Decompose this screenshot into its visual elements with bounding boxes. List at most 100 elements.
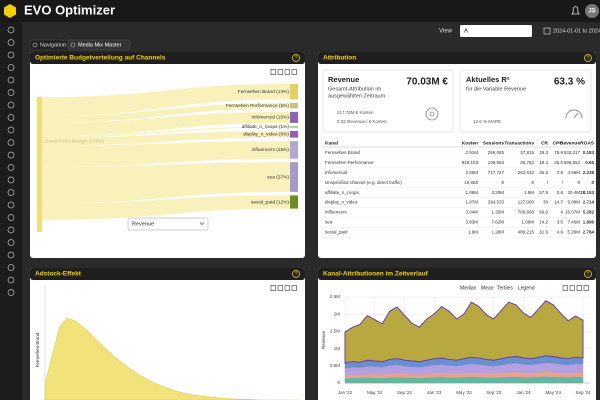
help-icon[interactable] <box>292 54 300 62</box>
sankey-target-node <box>290 102 298 109</box>
table-header: Transactions <box>504 140 534 146</box>
sankey-source-node <box>37 97 42 232</box>
calendar-icon[interactable] <box>543 27 551 35</box>
toolbar-icon[interactable] <box>562 285 568 291</box>
table-cell: sea <box>325 219 333 224</box>
x-tick-label: Sep '22 <box>397 390 413 395</box>
sidebar-icon[interactable] <box>7 126 15 134</box>
table-header: CPO <box>553 140 564 146</box>
card-detail: 12.6 % MAPE <box>473 119 501 124</box>
panel-header <box>318 52 596 64</box>
table-cell: 0 <box>531 180 534 185</box>
toolbar-icon[interactable] <box>291 285 297 291</box>
sidebar-icon[interactable] <box>7 164 15 171</box>
gauge-icon <box>565 109 583 119</box>
sidebar-icon[interactable] <box>7 264 15 271</box>
sidebar-icon[interactable] <box>7 51 15 59</box>
sankey-target-node <box>290 84 298 100</box>
toolbar-icon[interactable] <box>284 69 290 75</box>
table-cell: 18.4 <box>539 160 548 165</box>
table-cell: 7.62M <box>491 219 504 224</box>
sidebar-icon[interactable] <box>7 251 15 259</box>
table-cell: 1.9M <box>468 229 478 234</box>
app-title: EVO Optimizer <box>24 2 115 17</box>
select-value[interactable]: Revenue <box>132 221 154 227</box>
toolbar-icon[interactable] <box>569 285 575 291</box>
toolbar-icon[interactable] <box>277 69 283 75</box>
metric-select[interactable] <box>127 217 209 231</box>
tab[interactable] <box>29 39 65 51</box>
sidebar-icon[interactable] <box>7 276 15 284</box>
toolbar-icon[interactable] <box>277 285 283 291</box>
sidebar-icon[interactable] <box>7 39 15 46</box>
sidebar-icon[interactable] <box>7 176 15 184</box>
sidebar-icon[interactable] <box>7 151 15 159</box>
toolbar-icon[interactable] <box>270 69 276 75</box>
toolbar-icon[interactable] <box>270 285 276 291</box>
x-tick-label: May '23 <box>456 390 472 395</box>
table-cell: social_paid <box>325 229 348 234</box>
sidebar <box>0 22 22 400</box>
panel-header <box>318 268 596 280</box>
card-title: Aktuelles R² <box>466 75 510 84</box>
help-icon[interactable] <box>584 270 592 278</box>
bell-icon[interactable] <box>571 6 580 15</box>
view-select[interactable] <box>460 25 532 37</box>
sidebar-icon[interactable] <box>7 64 15 71</box>
help-icon[interactable] <box>584 54 592 62</box>
sankey-target-node <box>290 162 298 192</box>
sidebar-icon[interactable] <box>7 139 15 146</box>
logo <box>4 4 16 18</box>
sankey-target-node <box>290 111 298 123</box>
sidebar-icon[interactable] <box>7 289 15 296</box>
sidebar-icon[interactable] <box>7 89 15 96</box>
chart-control[interactable]: Median <box>460 285 477 291</box>
adstock-area <box>44 317 261 400</box>
x-tick-label: Jan '24 <box>516 390 531 395</box>
tab-active[interactable] <box>67 39 131 51</box>
sankey-target-node <box>290 131 298 138</box>
y-tick-label: 2M <box>334 311 341 316</box>
toolbar-icon[interactable] <box>291 69 297 75</box>
sankey-flow <box>42 111 290 137</box>
panel-header <box>30 52 305 64</box>
help-icon[interactable] <box>292 270 300 278</box>
table-cell: 2.91M <box>465 150 478 155</box>
y-tick-label: 0.5M <box>330 363 340 368</box>
toolbar-icon[interactable] <box>583 285 589 291</box>
toolbar-icon[interactable] <box>576 285 582 291</box>
toolbar-icon[interactable] <box>284 285 290 291</box>
sidebar-icon[interactable] <box>7 226 15 234</box>
sidebar-icon[interactable] <box>7 201 15 209</box>
table-cell: 3.04M <box>465 210 478 215</box>
user-initials[interactable]: JS <box>588 9 595 15</box>
tab-label[interactable]: Navigation <box>40 42 66 48</box>
sankey-flow <box>42 131 290 146</box>
table-cell: 0 <box>577 180 580 185</box>
table-cell: 4.6 <box>557 229 564 234</box>
table-header: Sessions <box>483 140 504 146</box>
sidebar-icon[interactable] <box>7 26 15 34</box>
table-cell: 918,103 <box>462 160 479 165</box>
table-cell: 7.46M <box>567 219 580 224</box>
chart-control[interactable]: Legend <box>518 285 535 291</box>
table-header: Kanal <box>325 140 338 146</box>
avatar[interactable] <box>585 4 599 18</box>
table-cell: 4.59M <box>567 170 580 175</box>
date-range[interactable]: 2024-01-01 to 2024-09-30 <box>553 28 600 34</box>
table-cell: 296,085 <box>488 150 505 155</box>
sidebar-icon[interactable] <box>7 76 15 84</box>
sidebar-icon[interactable] <box>7 214 15 221</box>
table-header: Revenue <box>560 140 580 146</box>
sidebar-icon[interactable] <box>7 189 15 196</box>
sidebar-icon[interactable] <box>7 101 15 109</box>
chart-control[interactable]: Mean <box>481 285 494 291</box>
sidebar-icon[interactable] <box>7 114 15 121</box>
chart-control[interactable]: Tertiles <box>497 285 513 291</box>
sankey-target-node <box>290 141 298 159</box>
sidebar-icon[interactable] <box>7 239 15 246</box>
sankey-label: Fernsehen Performance (5%) <box>226 103 290 109</box>
gauge-icon <box>573 112 579 119</box>
tab-label[interactable]: Media Mix Master <box>78 42 122 48</box>
view-value[interactable]: A <box>464 29 468 35</box>
